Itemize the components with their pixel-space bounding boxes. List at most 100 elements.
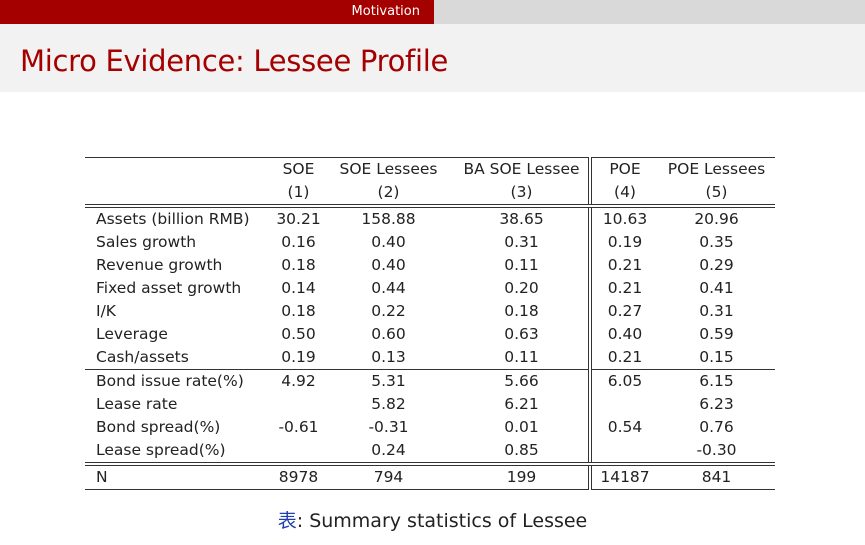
table-cell: 0.44 <box>371 279 406 297</box>
table-cell: 0.40 <box>371 233 406 251</box>
table-cell: 6.21 <box>504 395 539 413</box>
table-cell: 0.76 <box>699 418 734 436</box>
corner-cell <box>85 181 275 208</box>
column-number: (4) <box>588 181 658 208</box>
header-row-names: SOE SOE Lessees BA SOE Lessee POE POE Lessee… <box>85 157 775 181</box>
table-cell: 0.21 <box>588 277 658 300</box>
table-cell: 0.21 <box>588 346 658 370</box>
table-cell: 0.59 <box>699 325 734 343</box>
table-cell: 30.21 <box>276 210 321 228</box>
row-label: Fixed asset growth <box>96 279 242 297</box>
table-caption: 表: Summary statistics of Lessee <box>0 506 865 533</box>
summary-table: SOE SOE Lessees BA SOE Lessee POE POE Lessee… <box>85 157 775 490</box>
table-cell: 5.82 <box>371 395 406 413</box>
row-label: Cash/assets <box>85 346 275 370</box>
table-row: Fixed asset growth 0.14 0.44 0.20 0.21 0.41 <box>85 277 775 300</box>
table-cell: 794 <box>322 464 455 490</box>
table-cell: 0.60 <box>371 325 406 343</box>
column-number: (2) <box>322 181 455 208</box>
column-number: (1) <box>275 181 322 208</box>
table-cell: 6.05 <box>588 369 658 393</box>
table-cell <box>588 439 658 466</box>
table-cell: 0.50 <box>281 325 316 343</box>
row-label: Lease spread(%) <box>85 439 275 466</box>
column-number: (3) <box>455 181 590 208</box>
table-cell: 0.14 <box>281 279 316 297</box>
table-cell: 0.21 <box>588 254 658 277</box>
table-cell: 0.20 <box>504 279 539 297</box>
table-cell: 0.19 <box>275 346 322 370</box>
column-number: (5) <box>658 181 775 208</box>
table-cell: 38.65 <box>499 210 544 228</box>
caption-tag: 表 <box>277 510 297 532</box>
table-cell: 6.15 <box>699 372 734 390</box>
corner-cell <box>85 157 275 181</box>
table-row: Bond issue rate(%) 4.92 5.31 5.66 6.05 6.15 <box>85 369 775 393</box>
table-cell: 0.18 <box>281 256 316 274</box>
column-header: SOE Lessees <box>322 157 455 181</box>
table-row: Sales growth 0.16 0.40 0.31 0.19 0.35 <box>85 231 775 254</box>
row-label: I/K <box>96 302 116 320</box>
table-cell: 0.31 <box>699 302 734 320</box>
table-cell: 0.18 <box>504 302 539 320</box>
column-header: BA SOE Lessee <box>455 157 590 181</box>
table-cell: 0.11 <box>455 346 590 370</box>
table-cell <box>588 393 658 416</box>
table-cell: 0.15 <box>658 346 775 370</box>
table-cell: 0.16 <box>281 233 316 251</box>
row-label: Lease rate <box>96 395 178 413</box>
column-header: POE <box>588 157 658 181</box>
table-row: Revenue growth 0.18 0.40 0.11 0.21 0.29 <box>85 254 775 277</box>
table-row: Lease spread(%) 0.24 0.85 -0.30 <box>85 439 775 466</box>
table-cell: 5.31 <box>371 372 406 390</box>
table-cell: 0.18 <box>281 302 316 320</box>
table-row: Bond spread(%) -0.61 -0.31 0.01 0.54 0.76 <box>85 416 775 439</box>
row-label: Sales growth <box>96 233 197 251</box>
header-bar: Motivation <box>0 0 865 24</box>
table-cell: 0.29 <box>699 256 734 274</box>
table-cell: 0.13 <box>322 346 455 370</box>
table-cell <box>275 393 322 416</box>
table-cell: 0.40 <box>588 323 658 346</box>
table-cell: 0.63 <box>504 325 539 343</box>
table-cell: -0.61 <box>278 418 319 436</box>
table-cell: -0.30 <box>658 439 775 466</box>
table-cell: 14187 <box>588 464 658 490</box>
table-cell: 158.88 <box>361 210 416 228</box>
header-row-numbers: (1) (2) (3) (4) (5) <box>85 181 775 208</box>
column-header: SOE <box>275 157 322 181</box>
table-row: Leverage 0.50 0.60 0.63 0.40 0.59 <box>85 323 775 346</box>
table-cell: 0.24 <box>322 439 455 466</box>
table-cell: 0.85 <box>455 439 590 466</box>
row-label: Leverage <box>96 325 168 343</box>
table-row: Cash/assets 0.19 0.13 0.11 0.21 0.15 <box>85 346 775 370</box>
table-cell <box>275 439 322 466</box>
table-cell: 0.40 <box>371 256 406 274</box>
table-row: I/K 0.18 0.22 0.18 0.27 0.31 <box>85 300 775 323</box>
row-label: Revenue growth <box>96 256 223 274</box>
table-cell: 0.31 <box>504 233 539 251</box>
row-label: Assets (billion RMB) <box>96 210 250 228</box>
table-row: Lease rate 5.82 6.21 6.23 <box>85 393 775 416</box>
table-cell: 841 <box>658 464 775 490</box>
row-label: N <box>85 464 275 490</box>
table-cell: 4.92 <box>281 372 316 390</box>
table-cell: 8978 <box>275 464 322 490</box>
row-label: Bond spread(%) <box>96 418 221 436</box>
table-cell: 10.63 <box>588 206 658 231</box>
table-cell: 0.22 <box>371 302 406 320</box>
table-cell: 0.11 <box>504 256 539 274</box>
table-cell: 0.41 <box>699 279 734 297</box>
table-cell: 0.35 <box>699 233 734 251</box>
table-row: Assets (billion RMB) 30.21 158.88 38.65 10.6… <box>85 206 775 231</box>
table-cell: 0.19 <box>588 231 658 254</box>
table-cell: 5.66 <box>504 372 539 390</box>
table-row: N 8978 794 199 14187 841 <box>85 464 775 490</box>
table-cell: 0.01 <box>504 418 539 436</box>
title-band: Micro Evidence: Lessee Profile <box>0 24 865 92</box>
section-nav-motivation[interactable]: Motivation <box>0 0 434 24</box>
slide-title: Micro Evidence: Lessee Profile <box>20 44 448 78</box>
table-cell: 20.96 <box>694 210 739 228</box>
caption-text: : Summary statistics of Lessee <box>296 510 588 532</box>
table-cell: 0.54 <box>588 416 658 439</box>
